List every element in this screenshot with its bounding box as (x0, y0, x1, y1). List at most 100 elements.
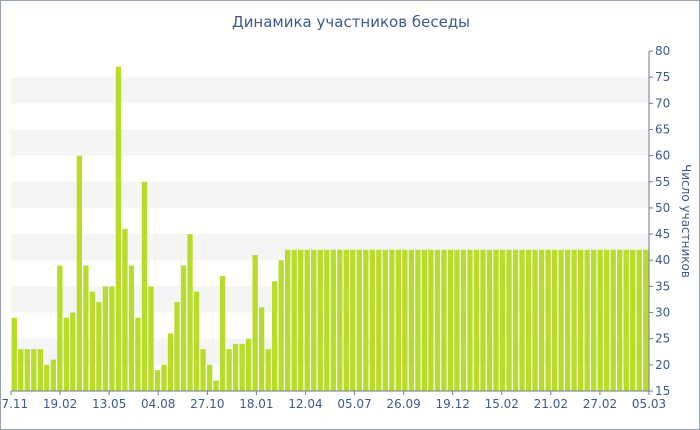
bar (636, 249, 642, 391)
bar (70, 312, 76, 391)
bar (473, 249, 480, 391)
bar (460, 249, 467, 391)
bar (148, 286, 154, 391)
bar (115, 66, 122, 391)
bar (506, 249, 512, 391)
bar (597, 249, 603, 391)
x-tick-label: 12.04 (288, 397, 322, 411)
x-tick-label: 05.07 (337, 397, 371, 411)
bar (395, 249, 402, 391)
bar (538, 249, 545, 391)
y-tick-label: 60 (655, 149, 670, 163)
bar (298, 249, 304, 391)
bar (493, 249, 499, 391)
bar (350, 249, 356, 391)
bar (343, 249, 349, 391)
bar (18, 349, 24, 391)
bar (577, 249, 584, 391)
bar (311, 249, 317, 391)
bar (187, 234, 193, 391)
bar (122, 228, 128, 391)
y-tick-label: 70 (655, 96, 670, 110)
bar (63, 317, 70, 391)
bar (128, 265, 135, 391)
bar (213, 380, 219, 391)
bar (428, 249, 434, 391)
bar (252, 255, 258, 391)
bar (415, 249, 421, 391)
y-tick-label: 15 (655, 384, 670, 398)
bar (389, 249, 395, 391)
x-tick-label: 19.12 (436, 397, 470, 411)
bar (258, 307, 265, 391)
bar (304, 249, 310, 391)
bar (499, 249, 506, 391)
x-tick-label: 15.02 (485, 397, 519, 411)
bar (24, 349, 30, 391)
bar (239, 343, 245, 391)
bar (519, 249, 525, 391)
bar (109, 286, 115, 391)
x-tick-label: 26.09 (386, 397, 420, 411)
bar (480, 249, 486, 391)
bar (337, 249, 343, 391)
bar (532, 249, 538, 391)
y-tick-label: 55 (655, 175, 670, 189)
bar (369, 249, 375, 391)
bar (512, 249, 519, 391)
bar (610, 249, 616, 391)
bar (200, 349, 206, 391)
bar (604, 249, 610, 391)
bar (174, 302, 180, 391)
grid-band (11, 77, 649, 104)
bar (135, 317, 141, 391)
bar (11, 317, 17, 391)
bar (102, 286, 109, 391)
bar (37, 349, 43, 391)
bar (226, 349, 232, 391)
x-tick-label: 27.02 (583, 397, 617, 411)
axes (11, 51, 650, 392)
bar (623, 249, 629, 391)
bar (558, 249, 564, 391)
bar (382, 249, 389, 391)
x-tick-label: 27.10 (190, 397, 224, 411)
bar (245, 338, 252, 391)
bar (180, 265, 187, 391)
bar (363, 249, 369, 391)
bar (76, 155, 83, 391)
bar (291, 249, 297, 391)
bar (571, 249, 577, 391)
bar (421, 249, 428, 391)
bar (324, 249, 330, 391)
chart-title: Динамика участников беседы (231, 13, 471, 31)
x-axis-ticks: 27.11 19.02 13.05 04.08 27.10 18.01 12.04 05.07… (1, 391, 666, 411)
bar (154, 370, 161, 391)
bar (402, 249, 408, 391)
bar (584, 249, 590, 391)
bar (193, 291, 200, 391)
bar (167, 333, 174, 391)
grid-band (11, 129, 649, 156)
bar (271, 281, 278, 391)
x-tick-label: 21.02 (534, 397, 568, 411)
bar (467, 249, 473, 391)
y-tick-label: 75 (655, 70, 670, 84)
y-tick-label: 20 (655, 358, 670, 372)
y-tick-label: 35 (655, 279, 670, 293)
bar (356, 249, 362, 391)
y-axis-title: Число участников (679, 164, 693, 278)
y-tick-label: 50 (655, 201, 670, 215)
bar (31, 349, 37, 391)
x-tick-label: 18.01 (239, 397, 273, 411)
grid-band (11, 181, 649, 208)
x-tick-label: 04.08 (141, 397, 175, 411)
bar (57, 265, 63, 391)
bar (141, 181, 148, 391)
bar (564, 249, 571, 391)
y-tick-label: 30 (655, 306, 670, 320)
bar (630, 249, 636, 391)
bar (447, 249, 454, 391)
